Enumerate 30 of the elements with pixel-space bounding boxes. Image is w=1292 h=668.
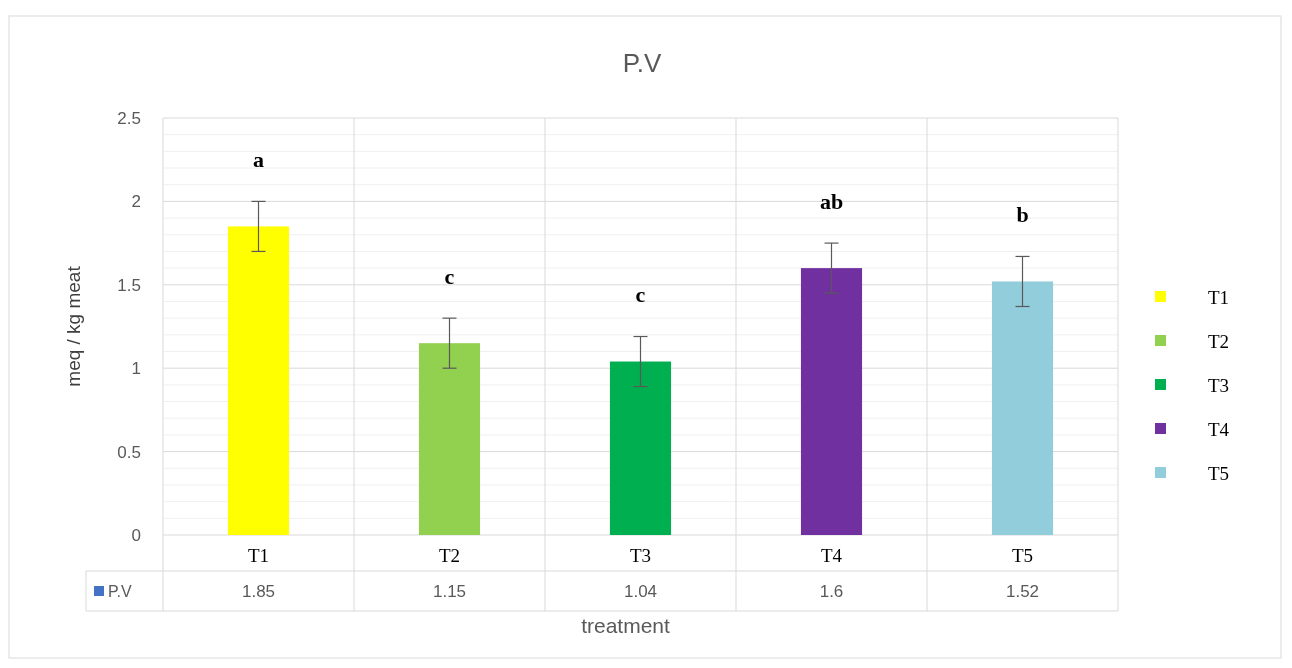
chart-title: P.V <box>622 48 662 79</box>
y-tick-label: 1 <box>131 359 141 379</box>
y-tick-label: 1.5 <box>117 275 141 295</box>
x-tick-label: T4 <box>820 544 843 566</box>
category-label: T4 <box>1208 418 1230 440</box>
data-label: 1.04 <box>623 581 658 601</box>
x-axis-title: treatment <box>581 614 671 637</box>
annotation: b <box>1016 202 1029 228</box>
data-label: 1.85 <box>241 581 276 601</box>
category-label: T3 <box>1208 374 1230 396</box>
x-tick-label: T1 <box>247 544 270 566</box>
data-label: 1.52 <box>1005 581 1040 601</box>
y-tick-label: 2 <box>131 192 141 212</box>
y-tick-label: 0.5 <box>117 442 141 462</box>
x-tick-label: T2 <box>438 544 461 566</box>
category-label: T5 <box>1208 462 1230 484</box>
annotation: a <box>253 147 264 173</box>
y-tick-label: 0 <box>131 525 141 545</box>
x-tick-label: T5 <box>1011 544 1034 566</box>
text: P.V <box>108 582 133 600</box>
y-tick-label: 2.5 <box>117 108 141 128</box>
data-label: 1.6 <box>819 581 844 601</box>
x-tick-label: T3 <box>629 544 652 566</box>
annotation: ab <box>819 188 844 214</box>
annotation: c <box>444 263 455 289</box>
category-label: T2 <box>1208 330 1230 352</box>
category-label: T1 <box>1208 286 1230 308</box>
y-axis-title: meq / kg meat <box>63 265 84 387</box>
annotation: c <box>635 282 646 308</box>
data-label: 1.15 <box>432 581 467 601</box>
